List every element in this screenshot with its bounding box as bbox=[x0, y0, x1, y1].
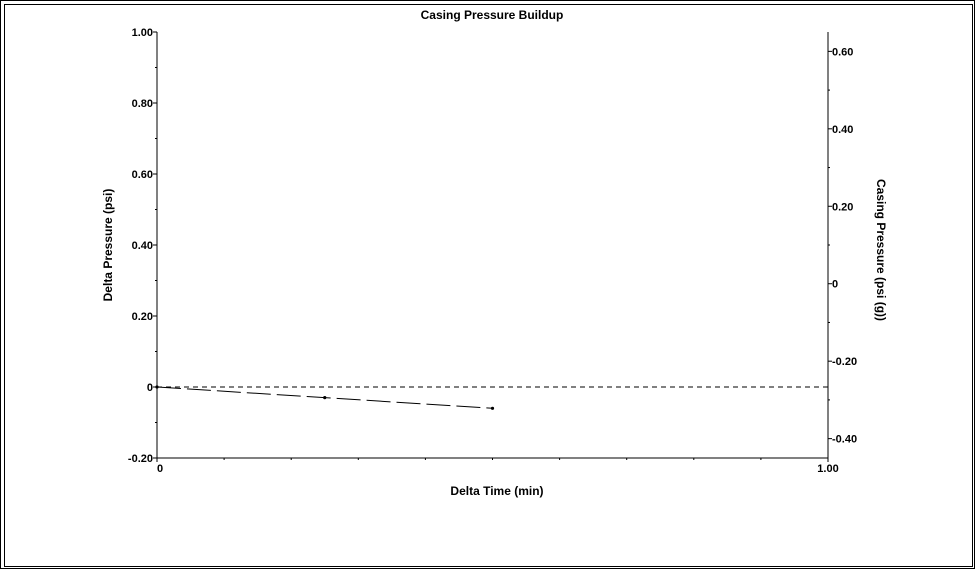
x-tick-label: 1.00 bbox=[817, 463, 838, 475]
y2-tick-label: 0 bbox=[832, 279, 838, 291]
y-tick-label: 1.00 bbox=[132, 27, 153, 39]
data-point-1 bbox=[155, 385, 159, 389]
y2-tick-label: 0.20 bbox=[832, 201, 853, 213]
y2-tick-label: 0.40 bbox=[832, 124, 853, 136]
y-tick-label: 0 bbox=[147, 382, 153, 394]
data-point-1 bbox=[490, 406, 495, 410]
chart-frame-inner bbox=[4, 4, 973, 567]
x-axis-label: Delta Time (min) bbox=[450, 484, 543, 498]
y-axis-label: Delta Pressure (psi) bbox=[101, 189, 115, 302]
y2-tick-label: -0.20 bbox=[832, 356, 857, 368]
y-tick-label: 0.60 bbox=[132, 169, 153, 181]
y2-tick-label: -0.40 bbox=[832, 434, 857, 446]
x-tick-label: 0 bbox=[157, 463, 163, 475]
y-tick-label: 0.20 bbox=[132, 311, 153, 323]
y-tick-label: 0.80 bbox=[132, 98, 153, 110]
chart-title: Casing Pressure Buildup bbox=[421, 8, 564, 22]
y-tick-label: 0.40 bbox=[132, 240, 153, 252]
y2-tick-label: 0.60 bbox=[832, 46, 853, 58]
y2-axis-label: Casing Pressure (psi (g)) bbox=[874, 179, 888, 321]
plot-area: 1.000.800.600.400.200-0.200.600.400.200-… bbox=[128, 27, 857, 475]
data-point-1 bbox=[323, 396, 327, 400]
y-tick-label: -0.20 bbox=[128, 453, 153, 465]
